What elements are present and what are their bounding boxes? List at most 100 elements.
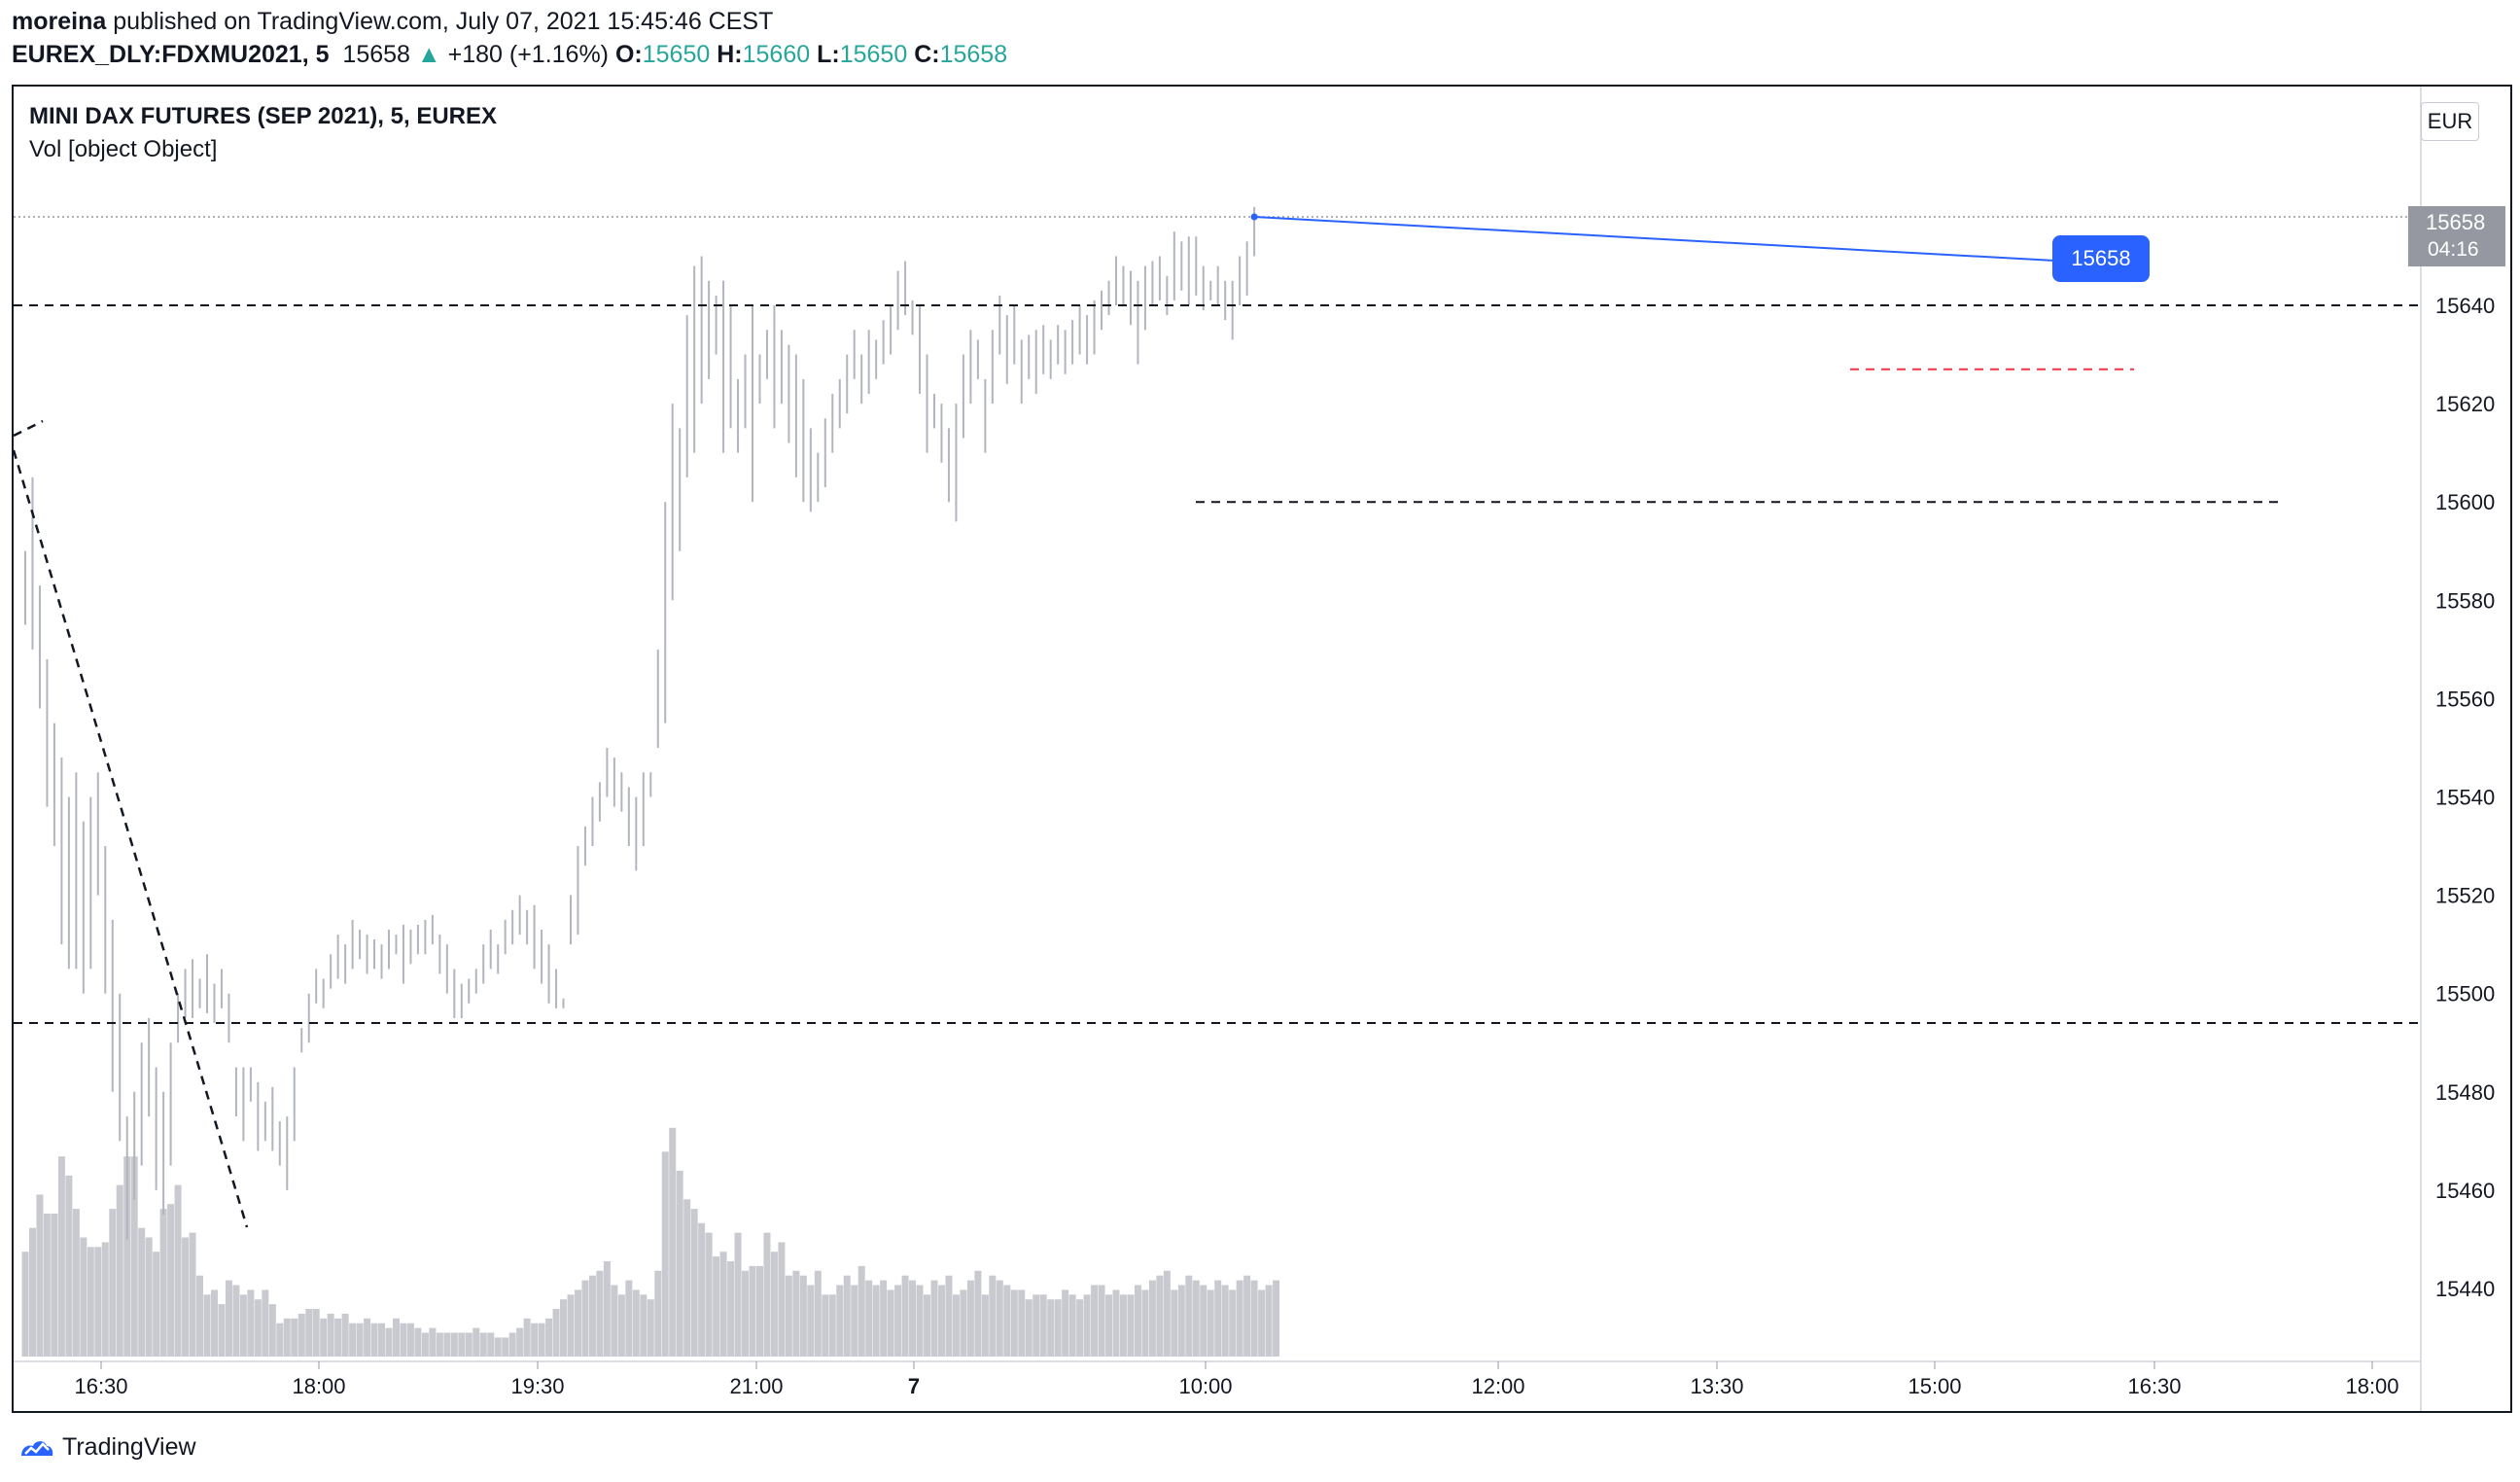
y-tick-label: 15560 — [2435, 687, 2495, 711]
volume-bar — [523, 1318, 531, 1357]
volume-bar — [472, 1327, 480, 1357]
volume-bar — [974, 1270, 982, 1357]
volume-bar — [770, 1252, 778, 1357]
publish-info: published on TradingView.com, July 07, 2… — [113, 8, 774, 35]
volume-bar — [400, 1323, 407, 1357]
author-name[interactable]: moreina — [12, 8, 107, 35]
volume-bar — [1134, 1285, 1141, 1357]
y-tick-label: 15640 — [2435, 294, 2495, 318]
volume-bar — [378, 1323, 386, 1357]
low-label: L: — [817, 41, 840, 68]
volume-bar — [1171, 1289, 1178, 1357]
volume-bar — [924, 1294, 931, 1357]
volume-bar — [705, 1232, 713, 1357]
volume-bar — [1273, 1280, 1280, 1357]
volume-bar — [916, 1285, 924, 1357]
y-tick-label: 15440 — [2435, 1277, 2495, 1301]
volume-bar — [283, 1318, 291, 1357]
volume-bar — [153, 1252, 160, 1357]
volume-bar — [225, 1280, 232, 1357]
volume-bar — [145, 1237, 153, 1357]
x-tick-label: 18:00 — [292, 1374, 345, 1398]
volume-bar — [51, 1214, 58, 1357]
footer: TradingView — [19, 1433, 196, 1462]
volume-bar — [661, 1151, 669, 1357]
volume-bar — [1018, 1289, 1026, 1357]
volume-bar — [538, 1323, 545, 1357]
tradingview-logo-icon — [21, 1440, 53, 1456]
publish-line: moreina published on TradingView.com, Ju… — [12, 8, 773, 36]
open-label: O: — [614, 41, 643, 68]
volume-bar — [218, 1304, 226, 1357]
volume-bar — [858, 1265, 865, 1357]
trend-line-stub — [13, 419, 44, 438]
low-value: 15650 — [839, 41, 908, 68]
volume-bar — [254, 1299, 262, 1357]
y-tick-label: 15520 — [2435, 884, 2495, 908]
volume-bar — [603, 1261, 611, 1357]
volume-bar — [872, 1285, 880, 1357]
volume-bar — [1229, 1289, 1237, 1357]
volume-bar — [755, 1265, 763, 1357]
volume-bar — [1054, 1299, 1062, 1357]
callout-connector — [1254, 216, 2056, 262]
volume-bar — [887, 1289, 894, 1357]
symbol-line: EUREX_DLY:FDXMU2021, 5 15658 ▲ +180 (+1.… — [12, 41, 1007, 69]
volume-bar — [1083, 1294, 1091, 1357]
volume-bar — [443, 1332, 451, 1357]
volume-bar — [690, 1209, 698, 1357]
volume-bar — [262, 1289, 269, 1357]
volume-bar — [94, 1247, 102, 1357]
volume-bar — [429, 1327, 437, 1357]
volume-bar — [611, 1285, 618, 1357]
volume-bar — [406, 1323, 414, 1357]
last-price-label: 15658 04:16 — [2408, 206, 2505, 266]
volume-bar — [334, 1318, 342, 1357]
volume-bar — [232, 1285, 240, 1357]
volume-bar — [734, 1232, 742, 1357]
price-callout[interactable]: 15658 — [2052, 235, 2150, 282]
volume-bar — [487, 1332, 495, 1357]
volume-bar — [1163, 1270, 1171, 1357]
volume-bar — [588, 1275, 596, 1357]
volume-bar — [1091, 1285, 1099, 1357]
volume-bar — [1032, 1294, 1040, 1357]
x-tick-label: 21:00 — [729, 1374, 783, 1398]
volume-bar — [1250, 1280, 1258, 1357]
currency-button[interactable]: EUR — [2421, 102, 2479, 141]
volume-bar — [996, 1280, 1003, 1357]
volume-bar — [268, 1304, 276, 1357]
volume-bar — [298, 1313, 305, 1357]
volume-bar — [1039, 1294, 1047, 1357]
volume-bar — [320, 1318, 328, 1357]
volume-bar — [1068, 1294, 1076, 1357]
volume-bar — [196, 1275, 204, 1357]
volume-bar — [676, 1170, 683, 1357]
x-tick-label: 16:30 — [2127, 1374, 2181, 1398]
volume-bar — [814, 1270, 822, 1357]
volume-bar — [545, 1318, 553, 1357]
volume-bar — [894, 1285, 902, 1357]
volume-bar — [1192, 1280, 1200, 1357]
volume-bar — [742, 1270, 750, 1357]
high-label: H: — [717, 41, 743, 68]
volume-bar — [385, 1327, 393, 1357]
volume-bar — [1200, 1285, 1208, 1357]
volume-bar — [349, 1323, 357, 1357]
volume-bar — [421, 1332, 429, 1357]
volume-bar — [1156, 1275, 1164, 1357]
volume-bar — [247, 1289, 255, 1357]
volume-bar — [109, 1209, 117, 1357]
volume-bar — [749, 1265, 756, 1357]
volume-bar — [167, 1204, 175, 1357]
x-tick-label: 7 — [908, 1374, 920, 1398]
volume-bar — [210, 1289, 218, 1357]
volume-bar — [87, 1247, 94, 1357]
open-value: 15650 — [642, 41, 711, 68]
volume-bar — [625, 1280, 633, 1357]
y-tick-label: 15500 — [2435, 982, 2495, 1006]
footer-brand[interactable]: TradingView — [62, 1433, 196, 1461]
volume-bar — [727, 1261, 735, 1357]
volume-bar — [1076, 1299, 1084, 1357]
